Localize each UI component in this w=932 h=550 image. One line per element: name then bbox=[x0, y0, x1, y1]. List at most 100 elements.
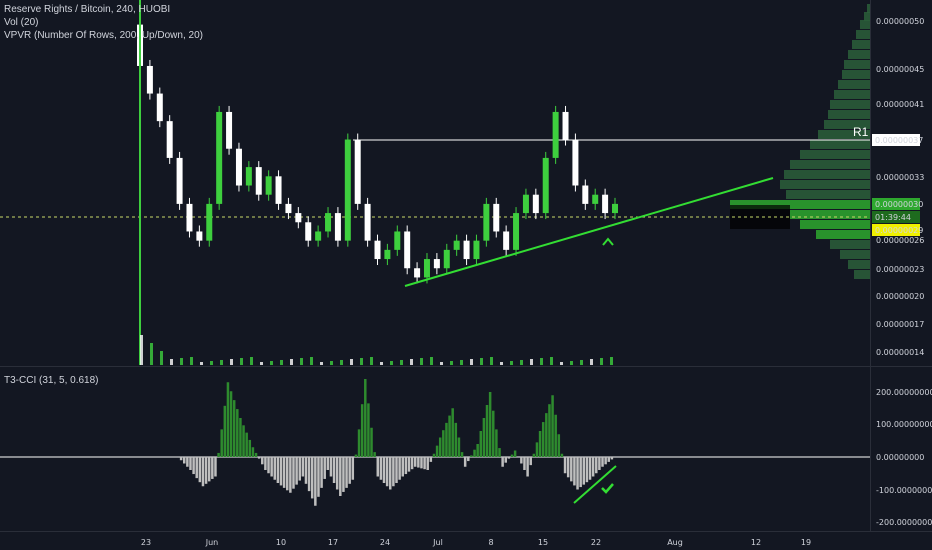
candle-body bbox=[493, 203, 500, 232]
volume-bar bbox=[580, 360, 583, 365]
vpvr-bar bbox=[840, 250, 870, 259]
price-axis-label: 0.00000050 bbox=[876, 17, 924, 26]
candle-body bbox=[532, 194, 539, 214]
candle-body bbox=[196, 231, 203, 241]
candle-body bbox=[414, 268, 421, 278]
vol-legend[interactable]: Vol (20) bbox=[4, 17, 39, 28]
cci-title[interactable]: T3-CCI (31, 5, 0.618) bbox=[4, 375, 99, 386]
r1-price-badge bbox=[872, 134, 920, 146]
vpvr-legend[interactable]: VPVR (Number Of Rows, 200, Up/Down, 20) bbox=[4, 30, 203, 41]
volume-bar bbox=[340, 360, 343, 365]
price-axis-label: 0.00000017 bbox=[876, 320, 924, 329]
candle-body bbox=[364, 203, 371, 241]
volume-bar bbox=[400, 360, 403, 365]
candle-body bbox=[562, 111, 569, 140]
price-axis-label: 0.00000045 bbox=[876, 65, 924, 74]
time-axis-label: 15 bbox=[538, 538, 548, 547]
volume-bar bbox=[270, 361, 273, 365]
vpvr-bar bbox=[867, 4, 870, 13]
legend: Reserve Rights / Bitcoin, 240, HUOBI Vol… bbox=[4, 3, 203, 42]
symbol-title[interactable]: Reserve Rights / Bitcoin, 240, HUOBI bbox=[4, 4, 171, 15]
vpvr-bar bbox=[818, 130, 870, 139]
volume-bar bbox=[260, 362, 263, 365]
check-icon bbox=[601, 483, 614, 494]
vpvr-bar bbox=[838, 80, 870, 89]
volume-bar bbox=[540, 358, 543, 365]
vpvr-bar bbox=[790, 210, 870, 219]
vpvr-bar bbox=[852, 40, 870, 49]
vpvr-bar bbox=[810, 140, 870, 149]
candle-body bbox=[156, 93, 163, 122]
volume-bar bbox=[450, 361, 453, 365]
volume-bar bbox=[290, 359, 293, 365]
price-axis-label: 0.00000033 bbox=[876, 173, 924, 182]
volume-bar bbox=[390, 361, 393, 365]
volume-bar bbox=[430, 357, 433, 365]
candle-body bbox=[423, 259, 430, 278]
volume-bar bbox=[170, 359, 173, 365]
price-axis-label: 0.00000014 bbox=[876, 348, 924, 357]
volume-bar bbox=[520, 360, 523, 365]
candle-body bbox=[384, 249, 391, 260]
candle-body bbox=[433, 259, 440, 269]
volume-bar bbox=[190, 357, 193, 365]
candle-body bbox=[166, 121, 173, 158]
candle-body bbox=[176, 157, 183, 204]
candle-body bbox=[344, 139, 351, 241]
candle-body bbox=[206, 203, 213, 241]
candle-body bbox=[285, 203, 292, 214]
candle-body bbox=[513, 213, 520, 250]
volume-bar bbox=[570, 361, 573, 365]
volume-bar bbox=[410, 359, 413, 365]
candle-body bbox=[245, 167, 252, 186]
candle-body bbox=[572, 139, 579, 186]
vpvr-bar bbox=[854, 270, 870, 279]
candle-body bbox=[404, 231, 411, 269]
cci-legend: T3-CCI (31, 5, 0.618) bbox=[4, 374, 98, 387]
volume-bar bbox=[560, 362, 563, 365]
candle-body bbox=[295, 213, 302, 223]
volume-bar bbox=[220, 360, 223, 365]
candle-body bbox=[542, 157, 549, 214]
volume-bar bbox=[380, 362, 383, 365]
candle-body bbox=[463, 240, 470, 260]
current-price-badge bbox=[872, 198, 920, 210]
time-axis-label: 24 bbox=[380, 538, 390, 547]
candle-body bbox=[503, 231, 510, 250]
time-axis-label: 23 bbox=[141, 538, 151, 547]
candle-body bbox=[473, 240, 480, 260]
cci-trendline bbox=[573, 465, 617, 504]
candle-body bbox=[483, 203, 490, 241]
low-price-text: 0.00000029 bbox=[875, 226, 923, 235]
vpvr-bar bbox=[824, 120, 870, 129]
volume-bar bbox=[470, 359, 473, 365]
volume-bar bbox=[300, 358, 303, 365]
vpvr-bar bbox=[856, 30, 870, 39]
cci-axis-label: -100.00000000 bbox=[876, 486, 932, 495]
vpvr-bar bbox=[786, 190, 870, 199]
vpvr-bar bbox=[844, 60, 870, 69]
volume-bar bbox=[250, 357, 253, 365]
volume-bar bbox=[180, 358, 183, 365]
candle-body bbox=[453, 240, 460, 250]
volume-bar bbox=[530, 359, 533, 365]
candle-body bbox=[612, 203, 618, 214]
volume-bar bbox=[320, 362, 323, 365]
time-axis-label: Jul bbox=[432, 538, 443, 547]
cci-axis-label: 0.00000000 bbox=[876, 453, 924, 462]
vpvr-bar bbox=[800, 220, 870, 229]
volume-bar bbox=[600, 358, 603, 365]
support-trendline bbox=[404, 177, 774, 287]
volume-bar bbox=[310, 357, 313, 365]
volume-bar bbox=[510, 361, 513, 365]
candle-body bbox=[394, 231, 401, 250]
candle-body bbox=[325, 213, 332, 232]
price-axis-label: 0.00000020 bbox=[876, 292, 924, 301]
cci-axis-label: 200.00000000 bbox=[876, 388, 932, 397]
time-axis-label: 19 bbox=[801, 538, 811, 547]
volume-bar bbox=[440, 362, 443, 365]
up-chevron-icon bbox=[602, 237, 614, 246]
volume-bar bbox=[460, 360, 463, 365]
